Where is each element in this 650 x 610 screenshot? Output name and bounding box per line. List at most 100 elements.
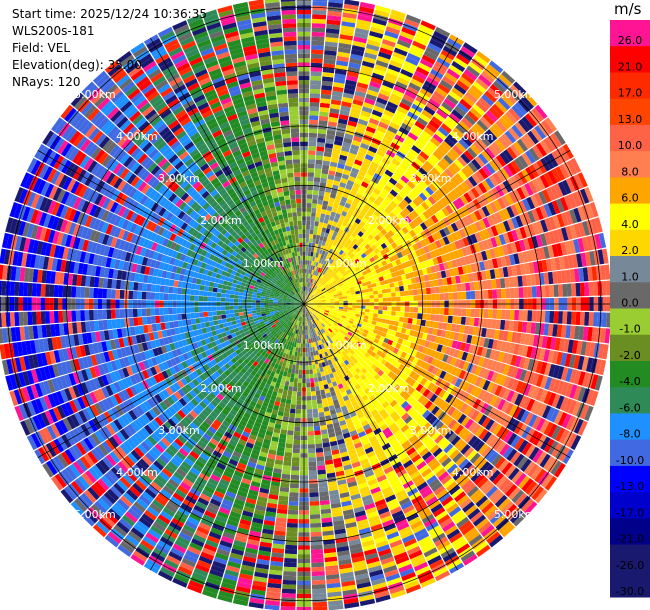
velocity-gate	[544, 362, 552, 376]
velocity-gate	[284, 452, 292, 458]
velocity-gate	[334, 532, 347, 539]
velocity-gate	[337, 265, 343, 271]
velocity-gate	[298, 316, 301, 321]
velocity-gate	[421, 288, 427, 295]
velocity-gate	[482, 239, 490, 250]
velocity-gate	[361, 384, 368, 391]
velocity-gate	[374, 277, 380, 283]
velocity-gate	[398, 563, 413, 573]
velocity-gate	[416, 282, 422, 289]
velocity-gate	[277, 355, 282, 361]
velocity-gate	[500, 500, 514, 514]
velocity-gate	[238, 486, 249, 494]
velocity-gate	[485, 203, 495, 215]
velocity-gate	[449, 268, 456, 277]
velocity-gate	[322, 366, 328, 372]
velocity-gate	[212, 560, 227, 570]
velocity-gate	[391, 242, 398, 249]
velocity-gate	[311, 18, 326, 24]
velocity-gate	[403, 267, 410, 274]
velocity-gate	[324, 388, 330, 394]
velocity-gate	[352, 380, 359, 387]
velocity-gate	[292, 448, 300, 454]
velocity-gate	[424, 454, 435, 464]
velocity-gate	[355, 246, 362, 253]
velocity-gate	[259, 451, 268, 458]
velocity-gate	[412, 289, 418, 296]
velocity-gate	[280, 366, 286, 372]
velocity-gate	[384, 232, 391, 240]
velocity-gate	[504, 255, 512, 266]
velocity-gate	[516, 456, 529, 470]
velocity-gate	[386, 315, 392, 320]
velocity-gate	[287, 425, 295, 431]
velocity-gate	[321, 305, 326, 307]
velocity-gate	[308, 320, 311, 326]
velocity-gate	[403, 334, 410, 341]
velocity-gate	[354, 266, 361, 272]
velocity-gate	[358, 249, 364, 256]
velocity-gate	[382, 80, 395, 89]
velocity-gate	[404, 247, 411, 255]
velocity-gate	[364, 237, 371, 244]
velocity-gate	[441, 171, 451, 182]
velocity-gate	[446, 277, 452, 285]
velocity-gate	[315, 443, 323, 449]
velocity-gate	[458, 238, 466, 248]
velocity-gate	[508, 127, 520, 141]
velocity-gate	[497, 351, 505, 363]
velocity-gate	[380, 249, 387, 256]
velocity-gate	[380, 515, 393, 524]
velocity-gate	[371, 109, 383, 118]
velocity-gate	[374, 325, 380, 331]
velocity-gate	[373, 338, 380, 344]
velocity-gate	[306, 378, 310, 383]
velocity-gate	[568, 354, 576, 368]
velocity-gate	[321, 264, 325, 270]
velocity-gate	[238, 458, 248, 466]
velocity-gate	[338, 558, 352, 566]
velocity-gate	[368, 291, 374, 296]
velocity-gate	[470, 126, 482, 138]
velocity-gate	[577, 386, 586, 402]
velocity-gate	[438, 352, 445, 361]
velocity-gate	[396, 251, 403, 259]
velocity-gate	[321, 521, 333, 528]
velocity-gate	[310, 522, 322, 528]
velocity-gate	[430, 94, 443, 105]
velocity-gate	[401, 26, 416, 36]
velocity-gate	[580, 188, 590, 204]
velocity-gate	[494, 361, 502, 373]
velocity-gate	[357, 14, 373, 22]
velocity-gate	[333, 294, 339, 297]
velocity-gate	[368, 165, 378, 173]
velocity-gate	[277, 442, 286, 448]
velocity-gate	[319, 293, 324, 297]
velocity-gate	[339, 305, 344, 307]
velocity-gate	[543, 421, 554, 436]
velocity-gate	[385, 527, 398, 536]
velocity-gate	[403, 255, 410, 262]
velocity-gate	[317, 267, 321, 273]
velocity-gate	[295, 365, 299, 370]
velocity-gate	[531, 208, 540, 222]
velocity-gate	[336, 258, 341, 264]
velocity-gate	[506, 243, 514, 255]
velocity-gate	[450, 366, 458, 376]
velocity-gate	[337, 163, 345, 170]
velocity-gate	[364, 364, 371, 371]
velocity-gate	[317, 277, 322, 283]
velocity-gate	[353, 404, 361, 411]
velocity-gate	[324, 311, 329, 314]
velocity-gate	[311, 333, 314, 339]
velocity-gate	[458, 476, 470, 488]
velocity-gate	[359, 69, 373, 77]
velocity-gate	[566, 433, 578, 448]
velocity-gate	[342, 12, 357, 19]
velocity-gate	[301, 312, 303, 317]
velocity-gate	[415, 195, 424, 204]
velocity-gate	[446, 481, 458, 492]
velocity-gate	[389, 189, 398, 197]
velocity-gate	[346, 156, 355, 164]
velocity-gate	[439, 315, 445, 323]
